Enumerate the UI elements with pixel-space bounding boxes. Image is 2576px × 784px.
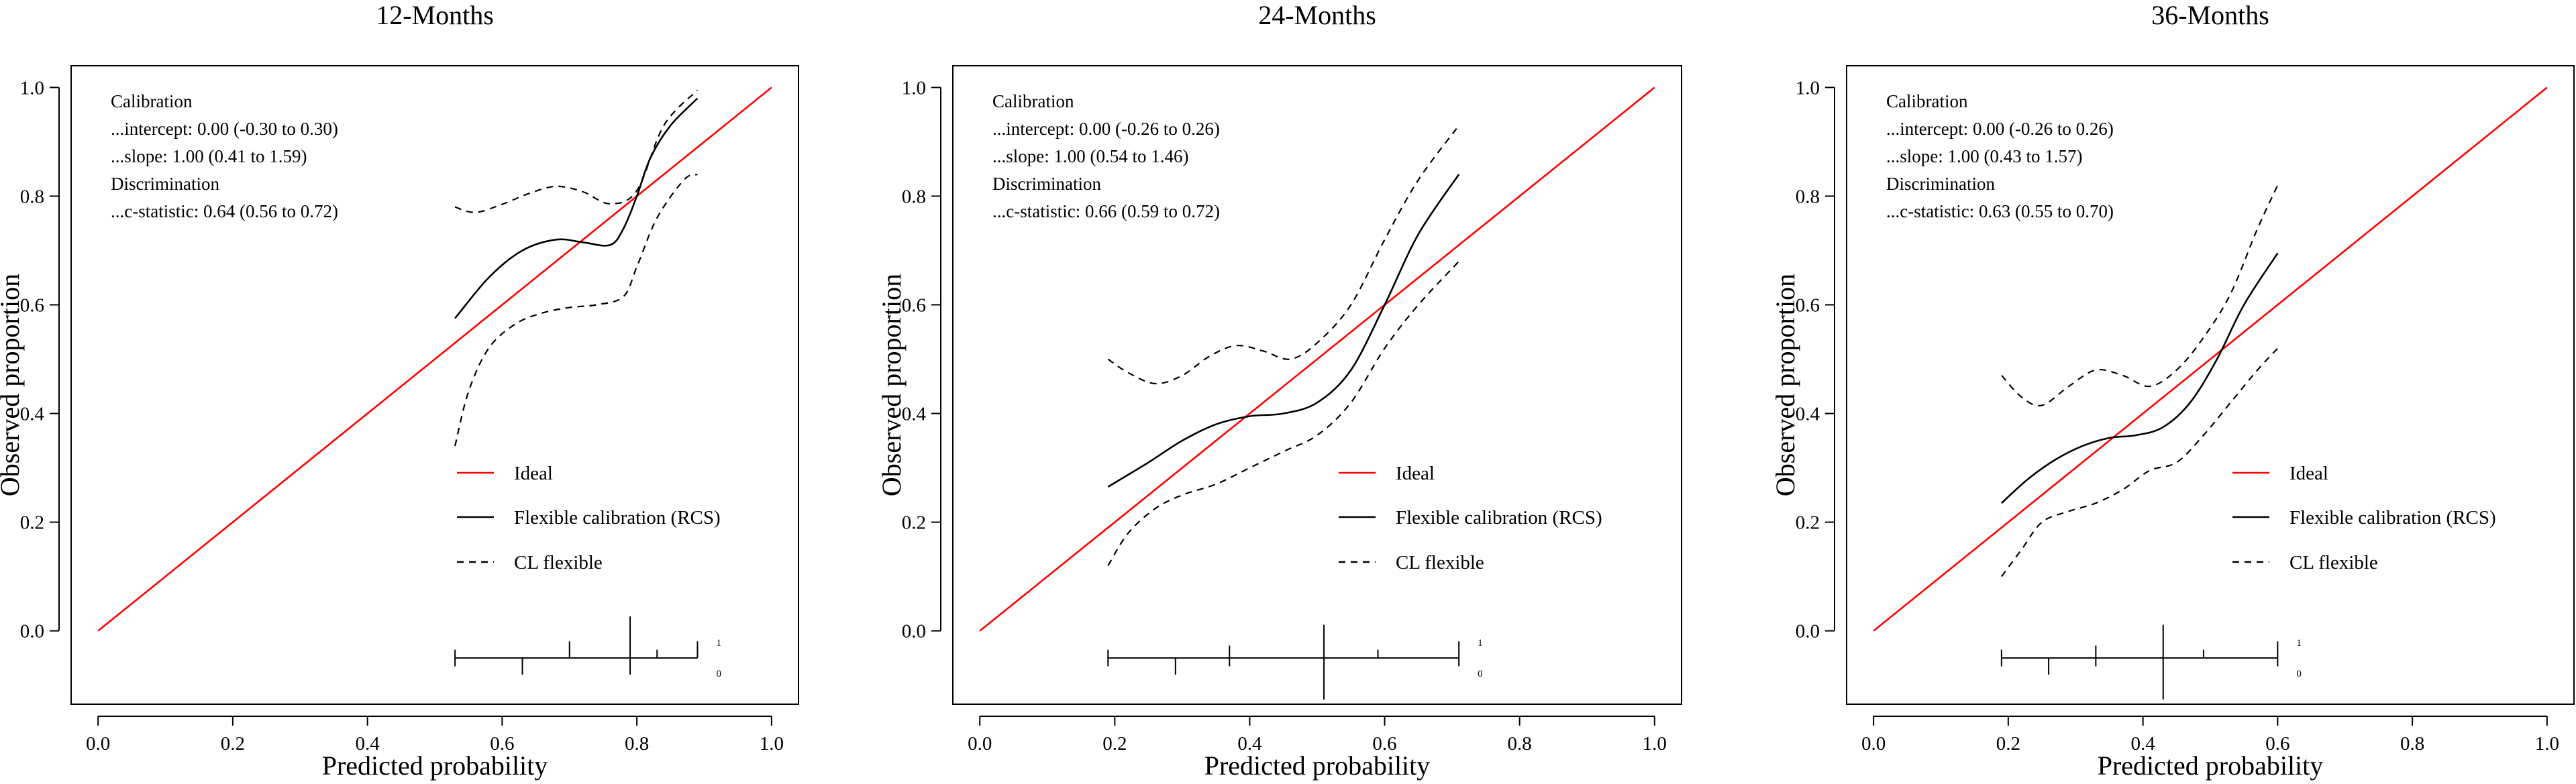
ci-upper-line xyxy=(2001,184,2279,407)
x-tick-label: 0.2 xyxy=(1996,733,2020,754)
panel-2: 24-Months 0.0 0.2 0.4 0.6 0.8 1.0 0.0 0.2 0.4 0.6 0… xyxy=(876,0,1682,781)
y-tick-label: 0.4 xyxy=(902,404,927,425)
stat-line: ...c-statistic: 0.63 (0.55 to 0.70) xyxy=(1886,201,2114,221)
legend-ci-label: CL flexible xyxy=(2289,552,2378,573)
y-tick-label: 0.4 xyxy=(20,404,45,425)
y-axis-title: Observed proportion xyxy=(876,274,907,496)
spike-label-nonevents: 0 xyxy=(716,669,721,679)
x-tick-label: 0.6 xyxy=(490,733,514,754)
x-tick-label: 0.8 xyxy=(1508,733,1532,754)
x-tick-label: 0.2 xyxy=(221,733,245,754)
y-tick-label: 0.0 xyxy=(1796,621,1820,642)
spike-label-events: 1 xyxy=(2296,638,2302,649)
x-tick-label: 1.0 xyxy=(760,733,784,754)
y-axis-title: Observed proportion xyxy=(1770,274,1800,496)
panel-3: 36-Months 0.0 0.2 0.4 0.6 0.8 1.0 0.0 0.2 0.4 0.6 0… xyxy=(1770,0,2575,781)
y-tick-label: 0.6 xyxy=(902,294,926,316)
y-axis-title: Observed proportion xyxy=(0,274,25,496)
stat-line: ...intercept: 0.00 (-0.26 to 0.26) xyxy=(1886,119,2114,139)
x-tick-label: 0.6 xyxy=(2265,733,2289,754)
stat-line: Calibration xyxy=(111,91,193,111)
stat-line: Discrimination xyxy=(992,174,1101,194)
panel-title: 24-Months xyxy=(1258,0,1376,30)
legend-ideal-label: Ideal xyxy=(514,463,553,484)
y-tick-label: 0.0 xyxy=(20,621,44,642)
stat-line: Calibration xyxy=(992,91,1074,111)
stat-line: ...intercept: 0.00 (-0.30 to 0.30) xyxy=(111,119,338,139)
stat-line: Discrimination xyxy=(111,174,219,194)
x-tick-label: 0.6 xyxy=(1372,733,1396,754)
legend-ideal-label: Ideal xyxy=(2289,463,2328,484)
y-tick-label: 0.6 xyxy=(1796,294,1820,316)
legend-ci-label: CL flexible xyxy=(1396,552,1484,573)
flexible-calibration-line xyxy=(454,97,699,319)
x-tick-label: 0.4 xyxy=(2131,733,2156,754)
y-tick-label: 1.0 xyxy=(20,77,44,99)
y-tick-label: 0.8 xyxy=(902,186,926,207)
y-tick-label: 1.0 xyxy=(1796,77,1820,99)
spike-label-nonevents: 0 xyxy=(1478,669,1483,679)
panel-title: 12-Months xyxy=(376,0,494,30)
plot-frame xyxy=(952,65,1682,705)
legend-flexible-label: Flexible calibration (RCS) xyxy=(514,507,721,528)
x-axis-title: Predicted probability xyxy=(322,750,548,781)
ci-upper-line xyxy=(1107,125,1460,385)
stat-line: Discrimination xyxy=(1886,174,1995,194)
legend-flexible-label: Flexible calibration (RCS) xyxy=(2289,507,2496,528)
legend-ideal-label: Ideal xyxy=(1396,463,1435,484)
stat-line: ...intercept: 0.00 (-0.26 to 0.26) xyxy=(992,119,1220,139)
ideal-line xyxy=(979,87,1655,632)
stat-line: ...slope: 1.00 (0.41 to 1.59) xyxy=(111,146,307,166)
y-tick-label: 0.2 xyxy=(902,512,926,534)
ideal-line xyxy=(97,87,772,632)
plot-frame xyxy=(1846,65,2575,705)
spike-label-events: 1 xyxy=(1478,638,1483,649)
stat-line: ...slope: 1.00 (0.54 to 1.46) xyxy=(992,146,1188,166)
x-tick-label: 0.8 xyxy=(625,733,649,754)
stat-line: ...slope: 1.00 (0.43 to 1.57) xyxy=(1886,146,2082,166)
flexible-calibration-line xyxy=(2001,252,2279,504)
x-tick-label: 0.0 xyxy=(968,733,992,754)
panel-1: 12-Months 0.0 0.2 0.4 0.6 0.8 1.0 0.0 0.2 0.4 0.6 0… xyxy=(0,0,799,781)
legend-flexible-label: Flexible calibration (RCS) xyxy=(1396,507,1602,528)
y-tick-label: 1.0 xyxy=(902,77,926,99)
y-tick-label: 0.6 xyxy=(20,294,44,316)
x-tick-label: 0.4 xyxy=(356,733,380,754)
y-tick-label: 0.0 xyxy=(902,621,926,642)
flexible-calibration-line xyxy=(1107,174,1460,488)
x-axis-title: Predicted probability xyxy=(1204,750,1431,781)
legend-ci-label: CL flexible xyxy=(514,552,603,573)
y-tick-label: 0.8 xyxy=(1796,186,1820,207)
x-tick-label: 0.8 xyxy=(2400,733,2424,754)
stat-line: ...c-statistic: 0.66 (0.59 to 0.72) xyxy=(992,201,1220,221)
ci-lower-line xyxy=(2001,347,2279,577)
x-tick-label: 0.0 xyxy=(86,733,110,754)
x-tick-label: 0.2 xyxy=(1102,733,1127,754)
ci-lower-line xyxy=(1107,260,1460,566)
stat-line: Calibration xyxy=(1886,91,1968,111)
stat-line: ...c-statistic: 0.64 (0.56 to 0.72) xyxy=(111,201,338,221)
y-tick-label: 0.8 xyxy=(20,186,44,207)
spike-label-nonevents: 0 xyxy=(2296,669,2302,679)
x-tick-label: 1.0 xyxy=(1643,733,1667,754)
ci-lower-line xyxy=(454,173,698,447)
ideal-line xyxy=(1873,87,2548,632)
y-tick-label: 0.2 xyxy=(1796,512,1820,534)
spike-label-events: 1 xyxy=(716,638,721,649)
ci-upper-line xyxy=(454,89,699,213)
panel-title: 36-Months xyxy=(2151,0,2269,30)
y-tick-label: 0.4 xyxy=(1796,404,1820,425)
x-axis-title: Predicted probability xyxy=(2098,750,2324,781)
plot-frame xyxy=(70,65,799,705)
x-tick-label: 0.0 xyxy=(1861,733,1886,754)
x-tick-label: 1.0 xyxy=(2535,733,2559,754)
y-tick-label: 0.2 xyxy=(20,512,44,534)
x-tick-label: 0.4 xyxy=(1237,733,1262,754)
